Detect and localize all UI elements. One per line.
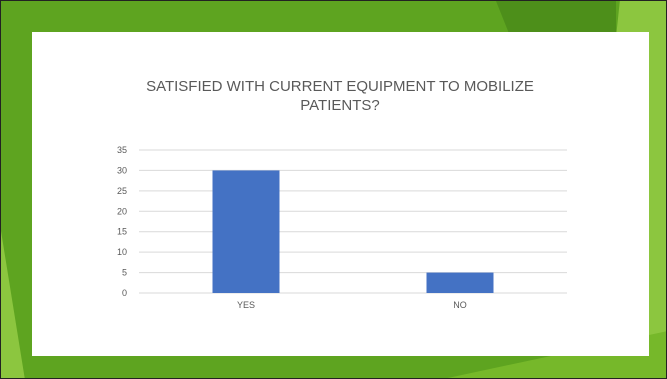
chart-panel: SATISFIED WITH CURRENT EQUIPMENT TO MOBI… — [32, 32, 649, 356]
x-axis-category-labels: YES NO — [237, 300, 467, 310]
y-tick-label: 0 — [122, 288, 127, 298]
y-tick-label: 15 — [117, 227, 127, 237]
chart-title-line-2: PATIENTS? — [300, 97, 379, 114]
x-category-label-yes: YES — [237, 300, 255, 310]
gridlines — [139, 149, 567, 294]
y-tick-label: 25 — [117, 186, 127, 196]
x-category-label-no: NO — [453, 300, 467, 310]
bar-no — [426, 272, 494, 293]
chart-title: SATISFIED WITH CURRENT EQUIPMENT TO MOBI… — [146, 78, 534, 114]
chart-title-line-1: SATISFIED WITH CURRENT EQUIPMENT TO MOBI… — [146, 78, 534, 95]
y-tick-label: 30 — [117, 165, 127, 175]
bar-chart: SATISFIED WITH CURRENT EQUIPMENT TO MOBI… — [117, 78, 567, 310]
y-tick-label: 35 — [117, 145, 127, 155]
y-tick-label: 10 — [117, 247, 127, 257]
bars — [212, 170, 494, 293]
y-tick-label: 5 — [122, 268, 127, 278]
y-tick-label: 20 — [117, 206, 127, 216]
bar-yes — [212, 170, 280, 293]
y-axis-tick-labels: 0 5 10 15 20 25 30 35 — [117, 145, 127, 298]
